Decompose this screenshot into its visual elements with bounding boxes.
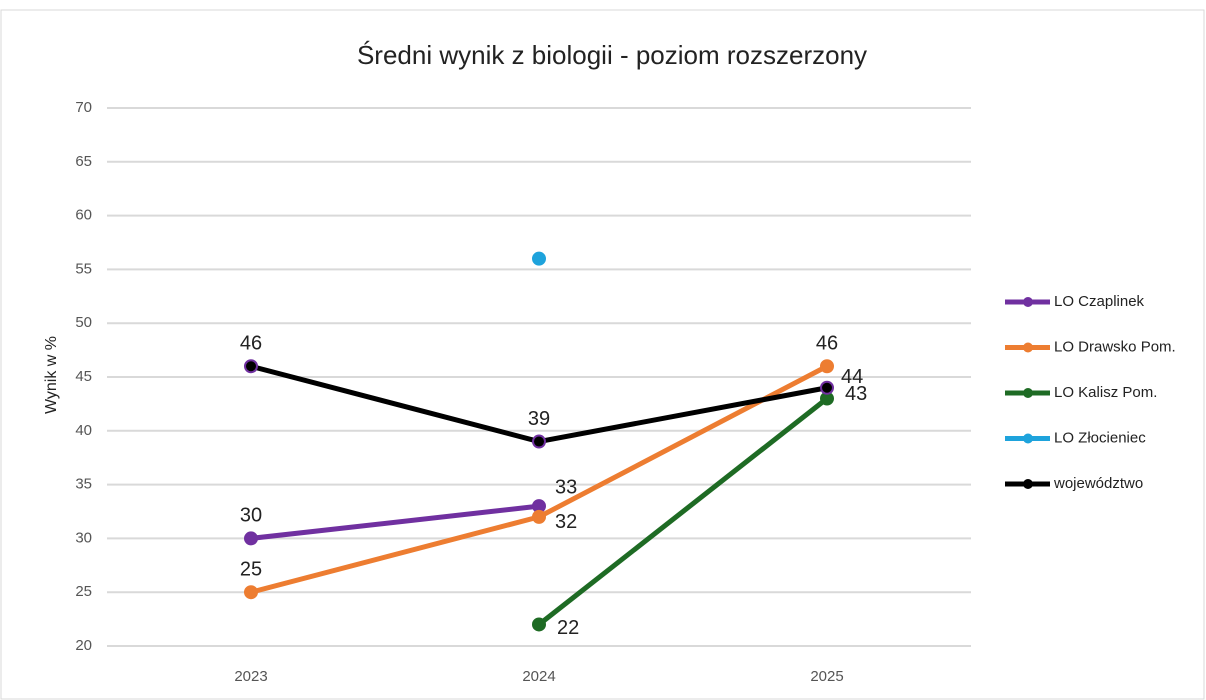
y-tick-label: 45 [75, 368, 92, 385]
x-tick-label: 2023 [234, 668, 267, 685]
y-tick-label: 50 [75, 314, 92, 331]
y-tick-label: 60 [75, 207, 92, 224]
chart-frame [0, 9, 1205, 700]
chart-title: Średni wynik z biologii - poziom rozszer… [357, 40, 867, 70]
data-label: 30 [240, 505, 262, 527]
y-tick-label: 25 [75, 583, 92, 600]
point-marker [820, 359, 834, 374]
legend-label: województwo [1053, 475, 1143, 492]
legend-label: LO Czaplinek [1054, 293, 1145, 310]
legend-marker [1023, 479, 1033, 489]
data-label: 39 [528, 408, 550, 430]
legend-label: LO Złocieniec [1054, 429, 1146, 446]
data-label: 46 [240, 333, 262, 355]
data-label: 43 [845, 383, 867, 405]
y-tick-label: 30 [75, 529, 92, 546]
data-label: 44 [841, 366, 863, 388]
series-line [250, 503, 540, 541]
x-tick-label: 2024 [522, 668, 555, 685]
series-line [537, 396, 829, 627]
legend-label: LO Kalisz Pom. [1054, 384, 1157, 401]
data-label: 46 [816, 333, 838, 355]
legend-marker [1023, 388, 1033, 398]
legend-marker [1023, 297, 1033, 307]
y-tick-label: 70 [75, 99, 92, 116]
point-marker [532, 434, 546, 449]
x-tick-label: 2025 [810, 668, 843, 685]
y-tick-label: 40 [75, 422, 92, 439]
data-label: 25 [240, 558, 262, 580]
y-tick-label: 35 [75, 476, 92, 493]
point-marker [532, 251, 546, 266]
legend-marker [1023, 342, 1033, 353]
point-marker [532, 617, 546, 632]
point-marker [244, 359, 258, 374]
legend-marker [1023, 433, 1033, 444]
data-label: 22 [557, 617, 579, 639]
point-marker [532, 509, 546, 524]
legend-label: LO Drawsko Pom. [1054, 338, 1176, 355]
y-tick-label: 20 [75, 637, 92, 654]
y-tick-label: 65 [75, 153, 92, 170]
point-marker [244, 531, 258, 546]
point-marker [244, 585, 258, 600]
data-label: 33 [555, 476, 577, 498]
data-label: 32 [555, 511, 577, 533]
y-tick-label: 55 [75, 260, 92, 277]
point-marker [820, 380, 834, 395]
y-axis-label: Wynik w % [43, 336, 60, 414]
